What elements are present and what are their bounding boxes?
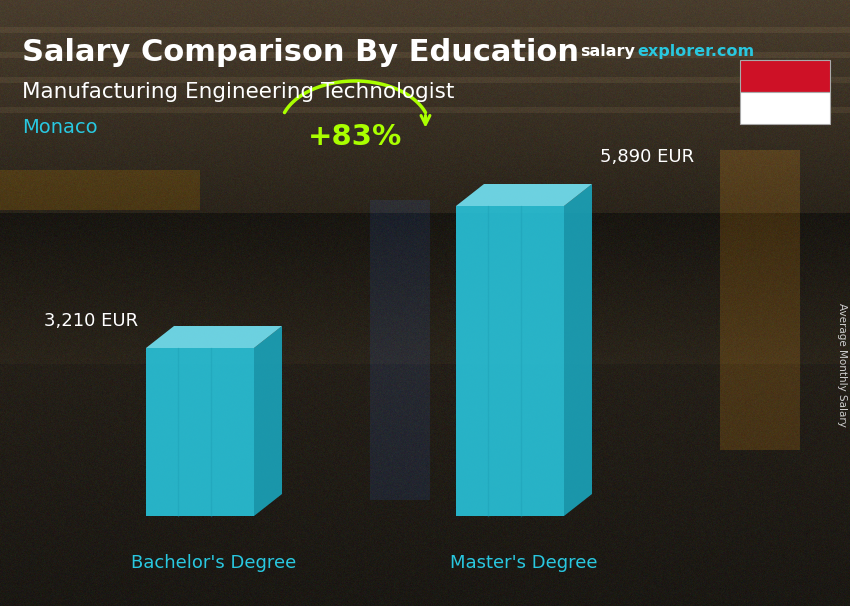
Polygon shape — [254, 326, 282, 516]
Polygon shape — [456, 184, 592, 206]
Bar — [740, 60, 830, 92]
Text: 5,890 EUR: 5,890 EUR — [600, 148, 694, 166]
Text: Monaco: Monaco — [22, 118, 98, 137]
Text: +83%: +83% — [308, 123, 402, 151]
Text: explorer.com: explorer.com — [637, 44, 754, 59]
Polygon shape — [564, 184, 592, 516]
Text: salary: salary — [580, 44, 635, 59]
Polygon shape — [456, 206, 564, 516]
Bar — [740, 92, 830, 124]
Text: Manufacturing Engineering Technologist: Manufacturing Engineering Technologist — [22, 82, 455, 102]
Text: Average Monthly Salary: Average Monthly Salary — [837, 303, 847, 427]
Text: Salary Comparison By Education: Salary Comparison By Education — [22, 38, 579, 67]
Text: 3,210 EUR: 3,210 EUR — [44, 312, 138, 330]
Polygon shape — [146, 348, 254, 516]
Text: Bachelor's Degree: Bachelor's Degree — [132, 554, 297, 572]
Text: Master's Degree: Master's Degree — [450, 554, 598, 572]
Polygon shape — [146, 326, 282, 348]
